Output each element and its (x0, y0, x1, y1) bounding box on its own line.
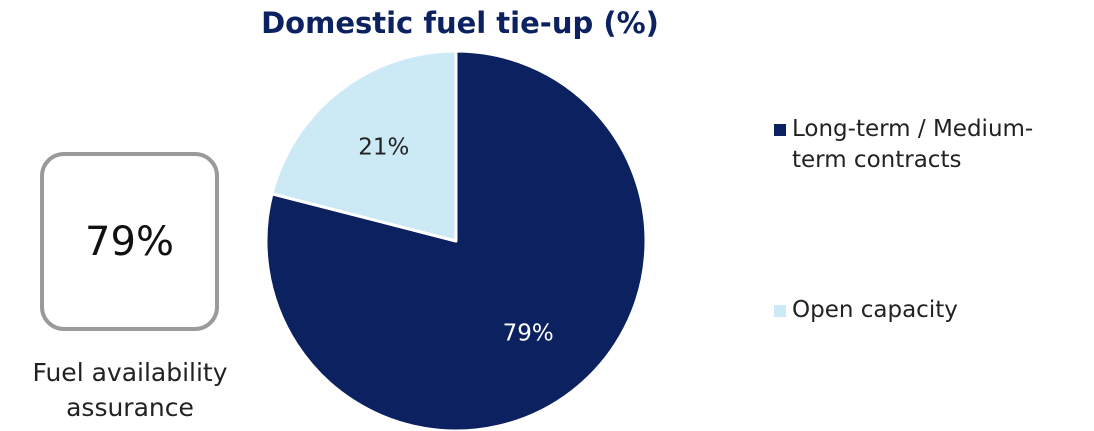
legend-swatch-open-capacity (774, 305, 786, 317)
legend-label-long-term-line-1: Long-term / Medium- (792, 116, 1034, 142)
data-label-open-capacity: 21% (358, 134, 409, 160)
pie-slice-long-term (264, 49, 648, 431)
kpi-label-line-1: Fuel availability (32, 358, 228, 387)
kpi-label-line-2: assurance (66, 393, 194, 422)
chart-title: Domestic fuel tie-up (%) (261, 6, 659, 40)
kpi-card: 79% (40, 152, 219, 331)
legend-swatch-long-term (774, 124, 786, 136)
legend-label-long-term-line-2: term contracts (792, 147, 962, 173)
data-label-long-term: 79% (503, 321, 554, 347)
kpi-value: 79% (85, 218, 174, 265)
legend-label-open-capacity: Open capacity (792, 297, 958, 323)
pie-slice-open-capacity (270, 49, 458, 243)
kpi-label: Fuel availability assurance (0, 355, 260, 425)
